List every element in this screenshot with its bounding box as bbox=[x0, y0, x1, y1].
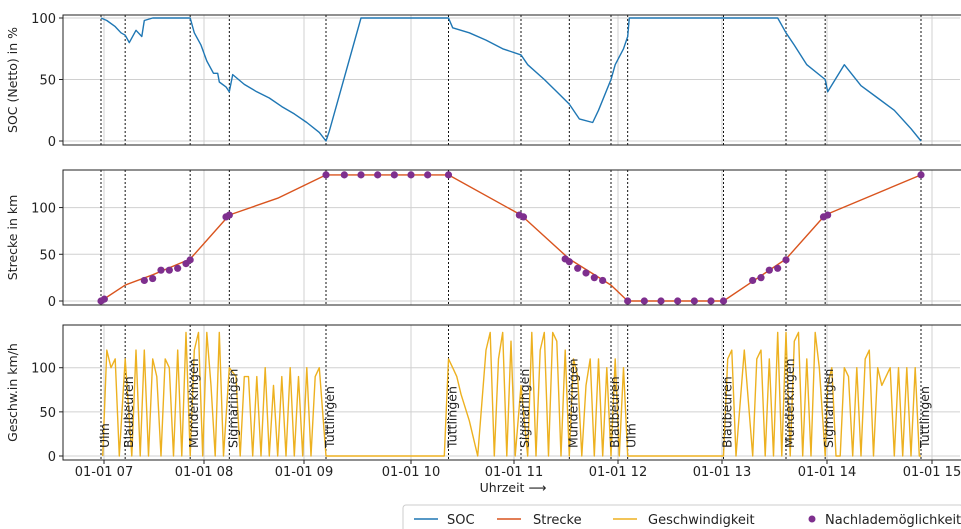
recharge-point bbox=[424, 171, 432, 179]
event-label: Ulm bbox=[624, 423, 639, 448]
recharge-point bbox=[674, 297, 682, 305]
recharge-point bbox=[157, 266, 165, 274]
y-tick-label: 0 bbox=[48, 450, 56, 465]
legend-label: SOC bbox=[447, 513, 475, 528]
soc-line bbox=[100, 17, 922, 142]
recharge-point bbox=[322, 171, 330, 179]
recharge-point bbox=[707, 297, 715, 305]
grid-layer bbox=[63, 15, 960, 460]
y-tick-label: 50 bbox=[39, 406, 56, 421]
y-tick-label: 0 bbox=[48, 295, 56, 310]
event-label: Ulm bbox=[97, 423, 112, 448]
y-axis-label: SOC (Netto) in % bbox=[5, 27, 20, 133]
recharge-point bbox=[624, 297, 632, 305]
x-tick-label: 01-01 11 bbox=[485, 465, 543, 480]
recharge-point bbox=[774, 264, 782, 272]
recharge-point bbox=[749, 276, 757, 285]
recharge-point bbox=[340, 171, 348, 179]
event-label: Munderkingen bbox=[782, 358, 797, 448]
axis-layer: 0 50 100 SOC (Netto) in % 0 50 100 Strecke in k… bbox=[5, 12, 961, 495]
recharge-point bbox=[357, 171, 365, 179]
event-label: Tuttlingen bbox=[445, 386, 460, 449]
x-tick-label: 01-01 12 bbox=[589, 465, 647, 480]
y-axis-label: Geschw.in km/h bbox=[5, 343, 20, 442]
strecke-line bbox=[100, 174, 922, 302]
recharge-point bbox=[765, 266, 773, 274]
recharge-point bbox=[165, 266, 173, 274]
recharge-point bbox=[140, 276, 148, 285]
event-line-layer bbox=[100, 15, 922, 460]
event-label: Tuttlingen bbox=[917, 386, 932, 449]
recharge-point bbox=[582, 269, 590, 277]
recharge-point bbox=[374, 171, 382, 179]
y-tick-label: 100 bbox=[31, 202, 56, 217]
legend-label: Nachlademöglichkeit bbox=[825, 513, 961, 528]
event-label: Sigmaringen bbox=[517, 369, 532, 448]
recharge-point bbox=[690, 297, 698, 305]
recharge-point bbox=[824, 211, 832, 219]
label-layer: Ulm Blaubeuren Munderkingen Sigmaringen Tutt… bbox=[97, 358, 932, 449]
y-tick-label: 100 bbox=[31, 362, 56, 377]
recharge-point bbox=[444, 171, 453, 179]
recharge-point bbox=[657, 297, 665, 305]
x-tick-label: 01-01 07 bbox=[75, 465, 133, 480]
event-label: Sigmaringen bbox=[225, 369, 240, 448]
recharge-point bbox=[407, 171, 415, 179]
legend-layer: SOC Strecke Geschwindigkeit Nachlademöglich… bbox=[402, 504, 961, 529]
recharge-point bbox=[390, 171, 398, 179]
geschwindigkeit-line bbox=[102, 331, 921, 457]
x-tick-label: 01-01 09 bbox=[275, 465, 333, 480]
y-tick-label: 50 bbox=[39, 248, 56, 263]
recharge-point bbox=[719, 297, 728, 305]
event-label: Blaubeuren bbox=[607, 376, 622, 448]
x-tick-label: 01-01 14 bbox=[798, 465, 856, 480]
recharge-point bbox=[225, 211, 233, 219]
legend-swatch bbox=[808, 515, 816, 523]
legend-box bbox=[402, 504, 961, 529]
x-tick-label: 01-01 13 bbox=[693, 465, 751, 480]
y-tick-label: 100 bbox=[31, 12, 56, 27]
y-axis-label: Strecke in km bbox=[5, 195, 20, 281]
recharge-point bbox=[186, 256, 194, 264]
x-axis-label: Uhrzeit ⟶ bbox=[480, 480, 547, 495]
event-label: Tuttlingen bbox=[322, 386, 337, 449]
x-tick-label: 01-01 15 bbox=[903, 465, 961, 480]
x-tick-label: 01-01 10 bbox=[382, 465, 440, 480]
legend-label: Strecke bbox=[533, 513, 582, 528]
event-label: Munderkingen bbox=[186, 358, 201, 448]
event-label: Munderkingen bbox=[565, 358, 580, 448]
legend-label: Geschwindigkeit bbox=[648, 513, 755, 528]
recharge-point bbox=[640, 297, 648, 305]
panel-frame bbox=[62, 324, 961, 461]
y-tick-label: 0 bbox=[48, 135, 56, 150]
y-tick-label: 50 bbox=[39, 74, 56, 89]
recharge-point bbox=[599, 276, 607, 285]
recharge-point bbox=[757, 274, 765, 282]
x-tick-label: 01-01 08 bbox=[175, 465, 233, 480]
event-label: Blaubeuren bbox=[121, 376, 136, 448]
recharge-point bbox=[590, 274, 598, 282]
event-label: Sigmaringen bbox=[821, 369, 836, 448]
recharge-point bbox=[565, 258, 573, 266]
data-layer bbox=[97, 17, 925, 457]
event-label: Blaubeuren bbox=[720, 376, 735, 448]
recharge-point bbox=[100, 295, 108, 303]
recharge-point bbox=[149, 274, 157, 283]
recharge-point bbox=[782, 256, 790, 264]
panel-frame bbox=[62, 169, 961, 306]
recharge-point bbox=[917, 171, 925, 179]
recharge-point bbox=[519, 213, 528, 221]
recharge-point bbox=[174, 264, 182, 272]
recharge-point bbox=[574, 264, 582, 272]
